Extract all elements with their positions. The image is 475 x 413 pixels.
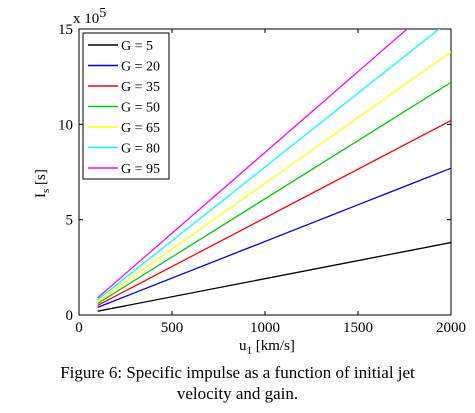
x-tick-label: 0	[75, 320, 83, 336]
x-tick-label: 1000	[250, 320, 280, 336]
caption-line-1: Figure 6: Specific impulse as a function…	[60, 363, 415, 382]
x-axis-label: u1 [km/s]	[239, 338, 295, 357]
x-tick-label: 500	[161, 320, 184, 336]
series-line-3	[97, 119, 451, 307]
legend-label: G = 35	[121, 80, 160, 95]
x-tick-label: 1500	[343, 320, 373, 336]
series-line-1	[97, 241, 451, 312]
legend-label: G = 20	[121, 60, 160, 75]
legend-label: G = 80	[121, 142, 160, 157]
legend-label: G = 65	[121, 121, 160, 136]
series-line-2	[97, 167, 451, 308]
axis-ticks: 0 500 1000 1500 2000 0 5 10 15	[58, 22, 466, 336]
legend-label: G = 5	[121, 39, 153, 54]
y-axis-label: Is [s]	[33, 169, 52, 198]
y-multiplier: x 105	[73, 6, 106, 27]
series-line-4	[97, 81, 451, 305]
y-tick-label: 15	[58, 22, 73, 38]
y-tick-label: 0	[66, 308, 74, 324]
x-tick-label: 2000	[436, 320, 466, 336]
series-line-6	[97, 29, 441, 301]
legend: G = 5 G = 20 G = 35 G = 50 G = 65 G = 80 G = 9…	[82, 32, 170, 180]
legend-label: G = 50	[121, 101, 160, 116]
caption-line-2: velocity and gain.	[176, 384, 299, 403]
y-tick-label: 10	[58, 117, 73, 133]
figure-caption: Figure 6: Specific impulse as a function…	[10, 362, 465, 404]
y-tick-label: 5	[66, 213, 74, 229]
series-line-7	[97, 29, 409, 299]
series-line-5	[97, 51, 451, 303]
y-multiplier-exponent: 5	[99, 6, 106, 21]
legend-label: G = 95	[121, 162, 160, 177]
series-lines	[97, 29, 451, 312]
chart-canvas: 0 500 1000 1500 2000 0 5 10 15 x 105 u1 [km/s] I…	[33, 6, 466, 357]
